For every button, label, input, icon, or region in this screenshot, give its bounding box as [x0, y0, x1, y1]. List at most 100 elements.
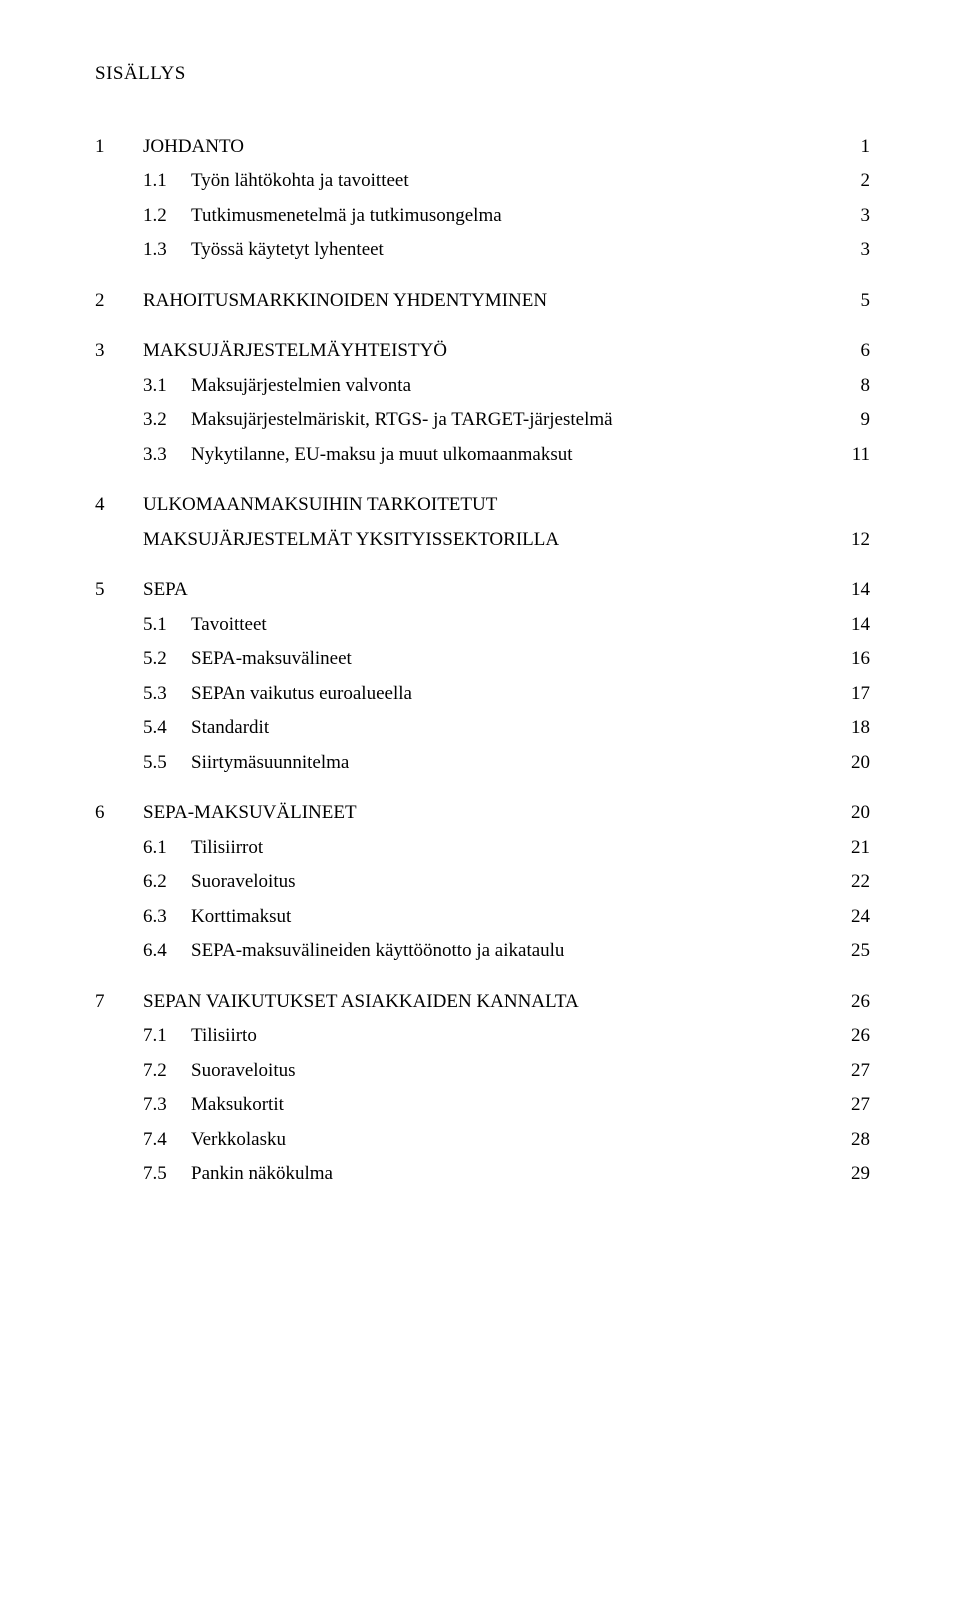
toc-subentry-label: SEPAn vaikutus euroalueella — [191, 680, 412, 709]
toc-subentry-number: 1.1 — [143, 167, 191, 196]
toc-subentry-number: 7.5 — [143, 1160, 191, 1189]
toc-subentry-page: 24 — [840, 903, 870, 932]
toc-entry-label: SEPAN VAIKUTUKSET ASIAKKAIDEN KANNALTA — [143, 988, 579, 1017]
toc-subentry: 6.4SEPA-maksuvälineiden käyttöönotto ja … — [95, 937, 870, 966]
toc-entry-label: ULKOMAANMAKSUIHIN TARKOITETUT — [143, 491, 497, 520]
toc-entry-label: JOHDANTO — [143, 133, 244, 162]
toc-subentry: 6.2Suoraveloitus 22 — [95, 868, 870, 897]
toc-subentry: 5.4Standardit 18 — [95, 714, 870, 743]
toc-subentry-number: 3.3 — [143, 441, 191, 470]
toc-subentry-label: Verkkolasku — [191, 1126, 286, 1155]
toc-subentry-page: 2 — [840, 167, 870, 196]
toc-subentry-page: 8 — [840, 372, 870, 401]
toc-subentry-page: 3 — [840, 236, 870, 265]
toc-subentry-label: Tilisiirrot — [191, 834, 263, 863]
toc-entry: 2RAHOITUSMARKKINOIDEN YHDENTYMINEN 5 — [95, 287, 870, 316]
toc-subentry: 7.1Tilisiirto 26 — [95, 1022, 870, 1051]
toc-entry-page: 5 — [840, 287, 870, 316]
toc-entry-page: 26 — [840, 988, 870, 1017]
toc-subentry: 6.1Tilisiirrot 21 — [95, 834, 870, 863]
toc-subentry: 6.3Korttimaksut 24 — [95, 903, 870, 932]
toc-entry-number: 4 — [95, 491, 143, 520]
toc-subentry-page: 25 — [840, 937, 870, 966]
toc-subentry-label: Maksujärjestelmäriskit, RTGS- ja TARGET-… — [191, 406, 613, 435]
toc-subentry-number: 6.1 — [143, 834, 191, 863]
toc-entry: 3MAKSUJÄRJESTELMÄYHTEISTYÖ6 — [95, 337, 870, 366]
toc-subentry-page: 14 — [840, 611, 870, 640]
toc-subentry: 7.2Suoraveloitus27 — [95, 1057, 870, 1086]
toc-subentry: 7.5Pankin näkökulma 29 — [95, 1160, 870, 1189]
toc-entry-page: 6 — [840, 337, 870, 366]
toc-subentry-page: 9 — [840, 406, 870, 435]
toc-entry-page: 1 — [840, 133, 870, 162]
toc-subentry-number: 6.3 — [143, 903, 191, 932]
toc-subentry-label: Tilisiirto — [191, 1022, 257, 1051]
toc-entry: 1JOHDANTO1 — [95, 133, 870, 162]
toc-subentry-page: 22 — [840, 868, 870, 897]
toc-subentry: 1.1Työn lähtökohta ja tavoitteet 2 — [95, 167, 870, 196]
toc-subentry-page: 18 — [840, 714, 870, 743]
toc-subentry-page: 21 — [840, 834, 870, 863]
toc-entry: 4ULKOMAANMAKSUIHIN TARKOITETUT — [95, 491, 870, 520]
toc-entry-number: 5 — [95, 576, 143, 605]
toc-subentry-label: Siirtymäsuunnitelma — [191, 749, 349, 778]
toc-subentry-label: Suoraveloitus — [191, 868, 296, 897]
toc-subentry: 3.3Nykytilanne, EU-maksu ja muut ulkomaa… — [95, 441, 870, 470]
toc-subentry-page: 17 — [840, 680, 870, 709]
toc-subentry-label: SEPA-maksuvälineiden käyttöönotto ja aik… — [191, 937, 564, 966]
toc-entry-label: MAKSUJÄRJESTELMÄT YKSITYISSEKTORILLA — [143, 526, 559, 555]
toc-entry: 5SEPA 14 — [95, 576, 870, 605]
toc-subentry-page: 16 — [840, 645, 870, 674]
toc-entry-number: 1 — [95, 133, 143, 162]
toc-subentry-page: 11 — [840, 441, 870, 470]
toc-subentry-label: Suoraveloitus — [191, 1057, 296, 1086]
toc-entry: MAKSUJÄRJESTELMÄT YKSITYISSEKTORILLA 12 — [95, 526, 870, 555]
toc-subentry-label: Maksujärjestelmien valvonta — [191, 372, 411, 401]
toc-subentry-number: 1.3 — [143, 236, 191, 265]
toc-container: 1JOHDANTO11.1Työn lähtökohta ja tavoitte… — [95, 133, 870, 1189]
toc-subentry-label: Työn lähtökohta ja tavoitteet — [191, 167, 409, 196]
toc-subentry-number: 5.5 — [143, 749, 191, 778]
toc-subentry: 5.2SEPA-maksuvälineet16 — [95, 645, 870, 674]
toc-subentry-page: 27 — [840, 1091, 870, 1120]
toc-subentry-page: 27 — [840, 1057, 870, 1086]
toc-entry: 7SEPAN VAIKUTUKSET ASIAKKAIDEN KANNALTA2… — [95, 988, 870, 1017]
toc-entry-number: 6 — [95, 799, 143, 828]
toc-subentry-label: Korttimaksut — [191, 903, 291, 932]
toc-subentry: 5.3SEPAn vaikutus euroalueella 17 — [95, 680, 870, 709]
toc-subentry-number: 7.1 — [143, 1022, 191, 1051]
toc-subentry-page: 3 — [840, 202, 870, 231]
toc-subentry-number: 5.1 — [143, 611, 191, 640]
toc-entry-label: MAKSUJÄRJESTELMÄYHTEISTYÖ — [143, 337, 447, 366]
toc-title: SISÄLLYS — [95, 60, 870, 89]
toc-subentry-number: 5.4 — [143, 714, 191, 743]
toc-subentry-label: Maksukortit — [191, 1091, 284, 1120]
toc-entry-page: 14 — [840, 576, 870, 605]
toc-subentry-label: Työssä käytetyt lyhenteet — [191, 236, 384, 265]
toc-subentry: 3.2Maksujärjestelmäriskit, RTGS- ja TARG… — [95, 406, 870, 435]
toc-entry-label: SEPA-MAKSUVÄLINEET — [143, 799, 357, 828]
toc-entry-label: RAHOITUSMARKKINOIDEN YHDENTYMINEN — [143, 287, 547, 316]
toc-subentry-page: 20 — [840, 749, 870, 778]
toc-subentry-number: 6.2 — [143, 868, 191, 897]
toc-subentry-number: 3.1 — [143, 372, 191, 401]
toc-subentry-label: Nykytilanne, EU-maksu ja muut ulkomaanma… — [191, 441, 573, 470]
toc-subentry: 7.3Maksukortit27 — [95, 1091, 870, 1120]
toc-subentry-label: Standardit — [191, 714, 269, 743]
toc-entry-page: 20 — [840, 799, 870, 828]
toc-entry-page: 12 — [840, 526, 870, 555]
toc-subentry: 5.1Tavoitteet14 — [95, 611, 870, 640]
toc-entry: 6SEPA-MAKSUVÄLINEET 20 — [95, 799, 870, 828]
toc-subentry: 1.3Työssä käytetyt lyhenteet 3 — [95, 236, 870, 265]
toc-entry-number: 2 — [95, 287, 143, 316]
toc-subentry-number: 5.2 — [143, 645, 191, 674]
toc-subentry-number: 1.2 — [143, 202, 191, 231]
toc-subentry-label: Pankin näkökulma — [191, 1160, 333, 1189]
toc-subentry-number: 5.3 — [143, 680, 191, 709]
toc-entry-label: SEPA — [143, 576, 188, 605]
toc-subentry: 1.2Tutkimusmenetelmä ja tutkimusongelma3 — [95, 202, 870, 231]
toc-subentry-number: 6.4 — [143, 937, 191, 966]
toc-subentry-page: 26 — [840, 1022, 870, 1051]
toc-subentry: 3.1Maksujärjestelmien valvonta 8 — [95, 372, 870, 401]
toc-subentry-page: 29 — [840, 1160, 870, 1189]
